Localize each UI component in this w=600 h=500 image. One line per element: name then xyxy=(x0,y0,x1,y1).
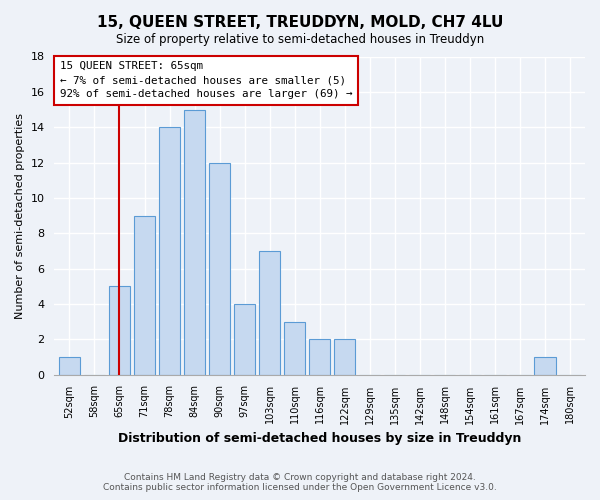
Bar xyxy=(259,251,280,374)
Bar xyxy=(284,322,305,374)
Y-axis label: Number of semi-detached properties: Number of semi-detached properties xyxy=(15,112,25,318)
Text: Contains HM Land Registry data © Crown copyright and database right 2024.
Contai: Contains HM Land Registry data © Crown c… xyxy=(103,473,497,492)
Bar xyxy=(234,304,255,374)
Bar xyxy=(535,357,556,374)
Bar xyxy=(134,216,155,374)
Text: 15, QUEEN STREET, TREUDDYN, MOLD, CH7 4LU: 15, QUEEN STREET, TREUDDYN, MOLD, CH7 4L… xyxy=(97,15,503,30)
X-axis label: Distribution of semi-detached houses by size in Treuddyn: Distribution of semi-detached houses by … xyxy=(118,432,521,445)
Text: 15 QUEEN STREET: 65sqm
← 7% of semi-detached houses are smaller (5)
92% of semi-: 15 QUEEN STREET: 65sqm ← 7% of semi-deta… xyxy=(60,62,352,100)
Bar xyxy=(159,127,180,374)
Bar xyxy=(109,286,130,374)
Bar xyxy=(334,339,355,374)
Bar xyxy=(184,110,205,374)
Bar xyxy=(309,339,331,374)
Text: Size of property relative to semi-detached houses in Treuddyn: Size of property relative to semi-detach… xyxy=(116,32,484,46)
Bar xyxy=(59,357,80,374)
Bar xyxy=(209,162,230,374)
